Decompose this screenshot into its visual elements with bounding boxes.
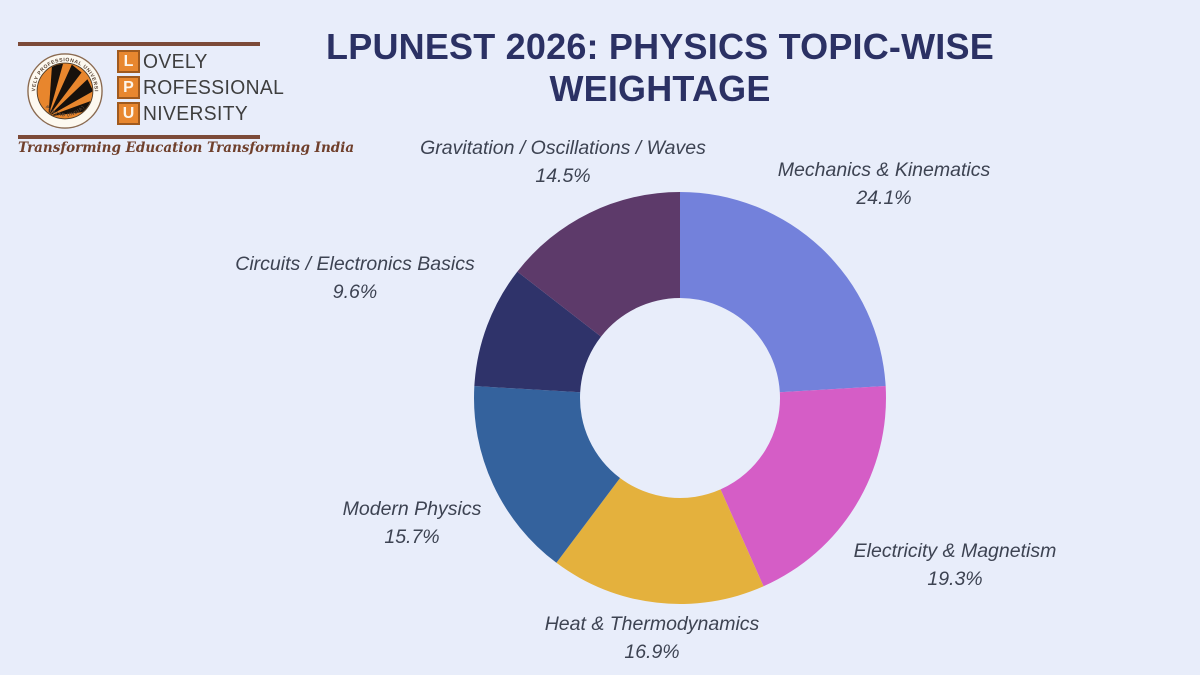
slice-label-pct: 19.3% bbox=[927, 567, 983, 590]
wordmark-row: U NIVERSITY bbox=[117, 102, 293, 125]
pie-slice-5 bbox=[517, 192, 680, 337]
slice-label-text: Heat & Thermodynamics bbox=[544, 613, 760, 635]
wordmark-row: L OVELY bbox=[117, 50, 293, 73]
pie-slice-3 bbox=[474, 386, 621, 563]
wordmark-text: OVELY bbox=[143, 49, 208, 73]
pie-slice-4 bbox=[474, 271, 602, 393]
slice-label-electricity: Electricity & Magnetism 19.3% bbox=[854, 538, 1057, 593]
slice-label-text: Modern Physics bbox=[342, 498, 482, 520]
lpu-wordmark: L OVELY P ROFESSIONAL U NIVERSITY bbox=[117, 50, 293, 128]
slice-label-pct: 16.9% bbox=[624, 640, 680, 663]
slice-label-modern: Modern Physics 15.7% bbox=[343, 496, 482, 551]
page-title-line2: WEIGHTAGE bbox=[549, 68, 771, 109]
pie-slice-1 bbox=[720, 386, 886, 587]
pie-slice-2 bbox=[556, 478, 764, 604]
emblem-fan-icon bbox=[48, 63, 93, 117]
logo-bottom-rule bbox=[18, 135, 260, 139]
wordmark-text: ROFESSIONAL bbox=[143, 75, 285, 99]
page-title: LPUNEST 2026: PHYSICS TOPIC-WISE WEIGHTA… bbox=[240, 26, 1080, 110]
slice-label-pct: 15.7% bbox=[384, 525, 440, 548]
slice-label-pct: 9.6% bbox=[332, 280, 378, 303]
slice-label-pct: 24.1% bbox=[856, 186, 912, 209]
logo-top-rule bbox=[18, 42, 260, 46]
slice-label-mechanics: Mechanics & Kinematics 24.1% bbox=[778, 157, 990, 212]
letter-box-u: U bbox=[117, 102, 140, 125]
page-title-line1: LPUNEST 2026: PHYSICS TOPIC-WISE bbox=[326, 26, 994, 67]
letter-box-l: L bbox=[117, 50, 140, 73]
slice-label-text: Gravitation / Oscillations / Waves bbox=[420, 137, 706, 159]
slice-label-text: Circuits / Electronics Basics bbox=[235, 253, 475, 275]
letter-box-p: P bbox=[117, 76, 140, 99]
slice-label-pct: 14.5% bbox=[535, 164, 591, 187]
pie-slice-0 bbox=[680, 192, 886, 393]
slice-label-heat: Heat & Thermodynamics 16.9% bbox=[545, 611, 760, 666]
slice-label-text: Electricity & Magnetism bbox=[853, 540, 1057, 562]
wordmark-text: NIVERSITY bbox=[143, 101, 249, 125]
slice-label-circuits: Circuits / Electronics Basics 9.6% bbox=[235, 251, 474, 306]
slice-label-gravitation: Gravitation / Oscillations / Waves 14.5% bbox=[420, 135, 706, 190]
wordmark-row: P ROFESSIONAL bbox=[117, 76, 293, 99]
slice-label-text: Mechanics & Kinematics bbox=[777, 159, 991, 181]
